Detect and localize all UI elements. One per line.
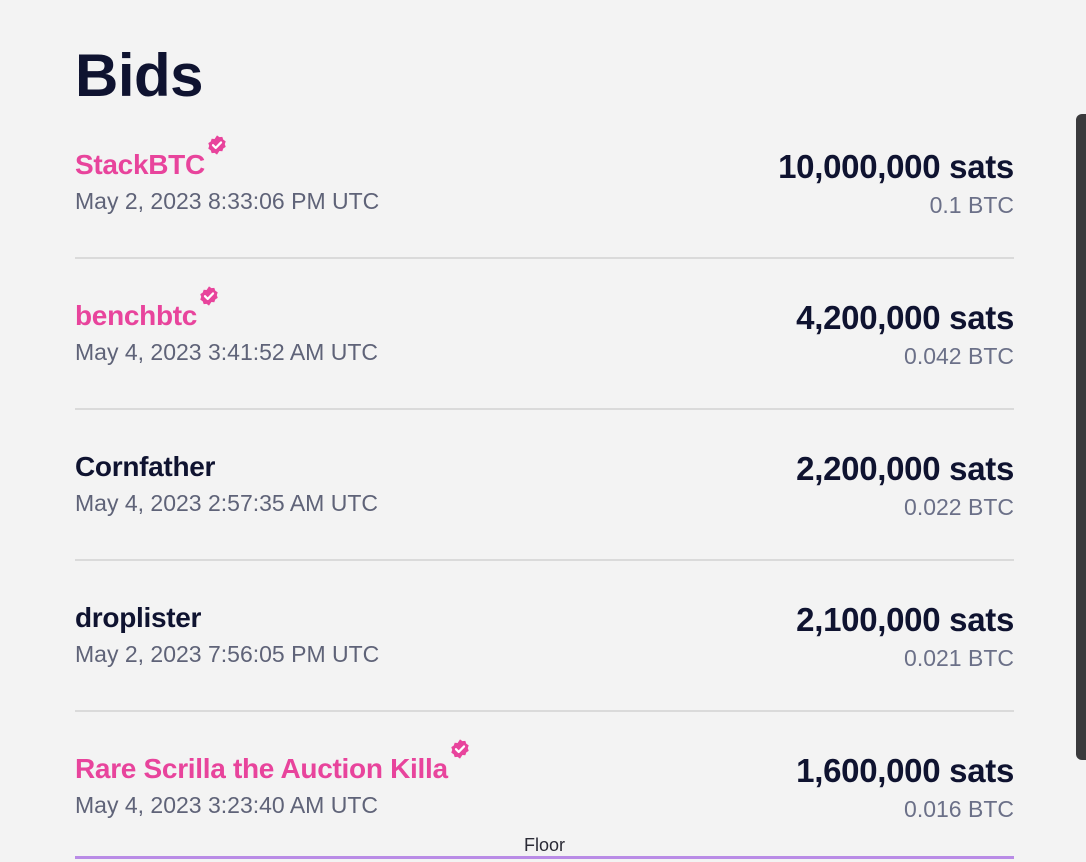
- bid-row: benchbtc May 4, 2023 3:41:52 AM UTC 4,20…: [75, 259, 1014, 410]
- page-title: Bids: [75, 42, 204, 109]
- bid-timestamp: May 4, 2023 3:23:40 AM UTC: [75, 792, 378, 818]
- bid-amount-btc: 0.042 BTC: [904, 343, 1014, 369]
- bid-amount-btc: 0.022 BTC: [904, 494, 1014, 520]
- bidder: StackBTC: [75, 135, 228, 182]
- bid-amount-sats: 2,200,000 sats: [796, 450, 1014, 487]
- verified-badge-icon: [208, 135, 226, 155]
- verified-badge-icon: [451, 739, 469, 759]
- bid-amount-sats: 10,000,000 sats: [778, 148, 1014, 185]
- bidder: Cornfather: [75, 450, 215, 484]
- bid-row: Rare Scrilla the Auction Killa May 4, 20…: [75, 712, 1014, 861]
- bid-amount-btc: 0.016 BTC: [904, 796, 1014, 822]
- bid-amount-sats: 1,600,000 sats: [796, 752, 1014, 789]
- bidder-name-link[interactable]: StackBTC: [75, 149, 205, 180]
- scrollbar[interactable]: [1074, 0, 1086, 862]
- bid-row: Cornfather May 4, 2023 2:57:35 AM UTC 2,…: [75, 410, 1014, 561]
- bid-row: droplister May 2, 2023 7:56:05 PM UTC 2,…: [75, 561, 1014, 712]
- scrollbar-thumb[interactable]: [1076, 114, 1086, 760]
- bid-amount-btc: 0.1 BTC: [929, 192, 1014, 218]
- bidder-name-link[interactable]: droplister: [75, 602, 202, 633]
- bid-timestamp: May 4, 2023 2:57:35 AM UTC: [75, 490, 378, 516]
- bidder-name-link[interactable]: Rare Scrilla the Auction Killa: [75, 753, 448, 784]
- bid-row: StackBTC May 2, 2023 8:33:06 PM UTC 10,0…: [75, 108, 1014, 259]
- bidder: benchbtc: [75, 286, 220, 333]
- bidder-name-link[interactable]: benchbtc: [75, 300, 198, 331]
- floor-label: Floor: [523, 835, 565, 855]
- bid-amount-sats: 4,200,000 sats: [796, 299, 1014, 336]
- bid-amount-sats: 2,100,000 sats: [796, 601, 1014, 638]
- bidder-name-link[interactable]: Cornfather: [75, 451, 216, 482]
- verified-badge-icon: [200, 286, 218, 306]
- floor-divider: [75, 856, 1014, 859]
- bid-amount-btc: 0.021 BTC: [904, 645, 1014, 671]
- bid-timestamp: May 2, 2023 7:56:05 PM UTC: [75, 641, 380, 667]
- bidder: Rare Scrilla the Auction Killa: [75, 739, 471, 786]
- bid-list: StackBTC May 2, 2023 8:33:06 PM UTC 10,0…: [75, 108, 1014, 861]
- bid-timestamp: May 4, 2023 3:41:52 AM UTC: [75, 339, 378, 365]
- bid-timestamp: May 2, 2023 8:33:06 PM UTC: [75, 188, 380, 214]
- bidder: droplister: [75, 601, 201, 635]
